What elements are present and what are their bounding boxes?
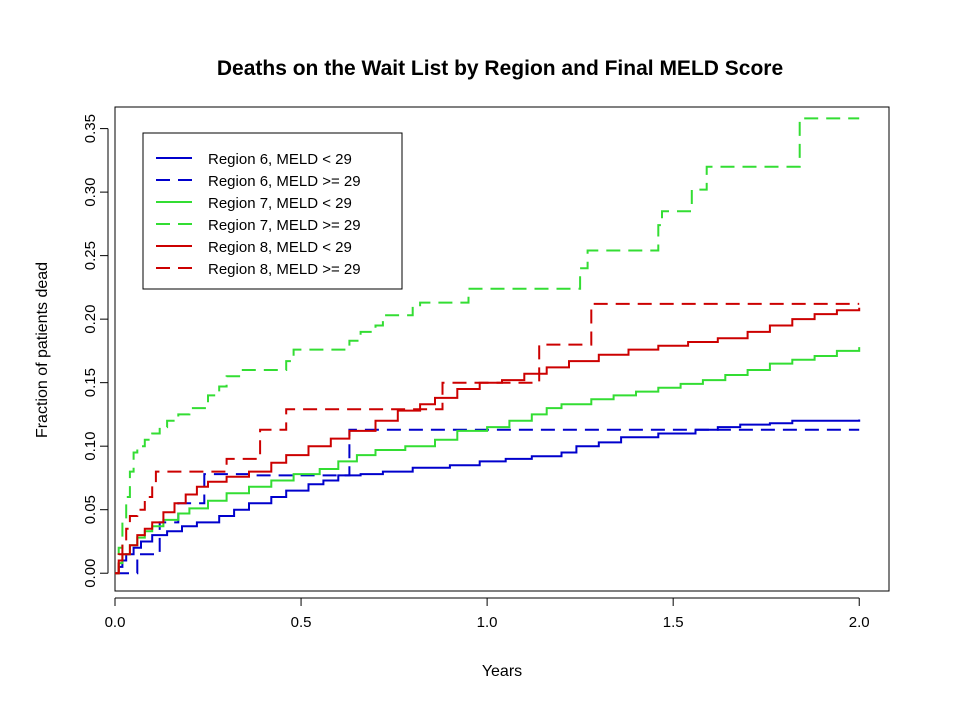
- y-axis: 0.00 0.05 0.10 0.15 0.20 0.25 0.30 0.35: [82, 114, 109, 588]
- legend-label-4: Region 8, MELD < 29: [208, 239, 352, 256]
- y-tick-label: 0.05: [82, 495, 99, 524]
- legend-label-2: Region 7, MELD < 29: [208, 195, 352, 212]
- x-tick-label: 1.0: [477, 614, 498, 631]
- y-tick-label: 0.00: [82, 559, 99, 588]
- series-line-5: [115, 302, 860, 575]
- series-line-0: [115, 419, 861, 575]
- series-line-4: [115, 307, 861, 575]
- y-tick-label: 0.30: [82, 178, 99, 207]
- x-tick-label: 0.0: [105, 614, 126, 631]
- x-tick-label: 1.5: [663, 614, 684, 631]
- plot-frame: [114, 106, 890, 592]
- x-tick-label: 2.0: [849, 614, 870, 631]
- x-axis: 0.0 0.5 1.0 1.5 2.0: [105, 597, 870, 631]
- series-layer: [115, 117, 861, 575]
- y-tick-label: 0.25: [82, 241, 99, 270]
- series-line-1: [115, 428, 860, 575]
- legend-label-3: Region 7, MELD >= 29: [208, 217, 361, 234]
- series-line-3: [115, 117, 860, 575]
- x-axis-label: Years: [482, 663, 522, 680]
- y-tick-label: 0.15: [82, 368, 99, 397]
- chart-title: Deaths on the Wait List by Region and Fi…: [217, 57, 783, 80]
- y-tick-label: 0.10: [82, 432, 99, 461]
- legend: Region 6, MELD < 29 Region 6, MELD >= 29 R…: [142, 132, 403, 290]
- y-tick-label: 0.35: [82, 114, 99, 143]
- x-tick-label: 0.5: [291, 614, 312, 631]
- legend-label-1: Region 6, MELD >= 29: [208, 173, 361, 190]
- series-line-2: [115, 347, 861, 575]
- y-axis-label: Fraction of patients dead: [34, 262, 51, 438]
- y-tick-label: 0.20: [82, 305, 99, 334]
- legend-label-0: Region 6, MELD < 29: [208, 151, 352, 168]
- legend-label-5: Region 8, MELD >= 29: [208, 261, 361, 278]
